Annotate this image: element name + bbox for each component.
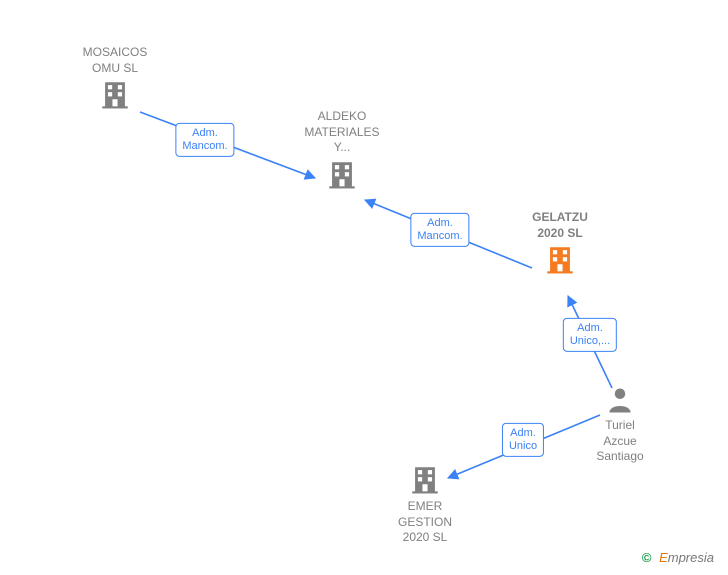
- edge-label: Adm. Unico: [502, 423, 544, 457]
- node-label: MOSAICOS OMU SL: [55, 45, 175, 76]
- node-label: ALDEKO MATERIALES Y...: [282, 109, 402, 156]
- node-label: EMER GESTION 2020 SL: [365, 499, 485, 546]
- footer-credit: © Empresia: [642, 550, 714, 565]
- building-icon: [325, 158, 359, 192]
- edge-label: Adm. Unico,...: [563, 318, 617, 352]
- edge-label: Adm. Mancom.: [175, 123, 234, 157]
- building-icon: [408, 463, 442, 497]
- node-turiel[interactable]: Turiel Azcue Santiago: [560, 384, 680, 465]
- node-aldeko[interactable]: ALDEKO MATERIALES Y...: [282, 109, 402, 192]
- node-emer[interactable]: EMER GESTION 2020 SL: [365, 463, 485, 546]
- building-icon: [98, 78, 132, 112]
- building-icon: [543, 243, 577, 277]
- node-mosaicos[interactable]: MOSAICOS OMU SL: [55, 45, 175, 112]
- edge-label: Adm. Mancom.: [410, 213, 469, 247]
- node-gelatzu[interactable]: GELATZU 2020 SL: [500, 210, 620, 277]
- node-label: Turiel Azcue Santiago: [560, 418, 680, 465]
- copyright-symbol: ©: [642, 550, 652, 565]
- node-label: GELATZU 2020 SL: [500, 210, 620, 241]
- brand-first-letter: E: [659, 550, 668, 565]
- person-icon: [605, 384, 635, 416]
- brand-rest: mpresia: [668, 550, 714, 565]
